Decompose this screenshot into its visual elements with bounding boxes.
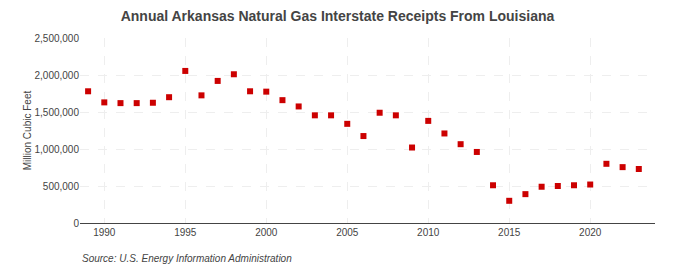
svg-text:2015: 2015 [498, 227, 521, 238]
svg-text:2010: 2010 [417, 227, 440, 238]
svg-text:Annual Arkansas Natural Gas In: Annual Arkansas Natural Gas Interstate R… [121, 8, 555, 24]
svg-text:2020: 2020 [579, 227, 602, 238]
svg-text:1,000,000: 1,000,000 [35, 144, 80, 155]
svg-text:0: 0 [73, 218, 79, 229]
svg-text:1990: 1990 [93, 227, 116, 238]
svg-text:Million Cubic Feet: Million Cubic Feet [22, 91, 33, 171]
svg-text:2000: 2000 [255, 227, 278, 238]
svg-text:1995: 1995 [174, 227, 197, 238]
svg-text:Source: U.S. Energy Informatio: Source: U.S. Energy Information Administ… [82, 253, 292, 264]
svg-text:2005: 2005 [336, 227, 359, 238]
svg-text:1,500,000: 1,500,000 [35, 107, 80, 118]
svg-text:2,500,000: 2,500,000 [35, 33, 80, 44]
svg-text:500,000: 500,000 [43, 181, 80, 192]
svg-text:2,000,000: 2,000,000 [35, 70, 80, 81]
